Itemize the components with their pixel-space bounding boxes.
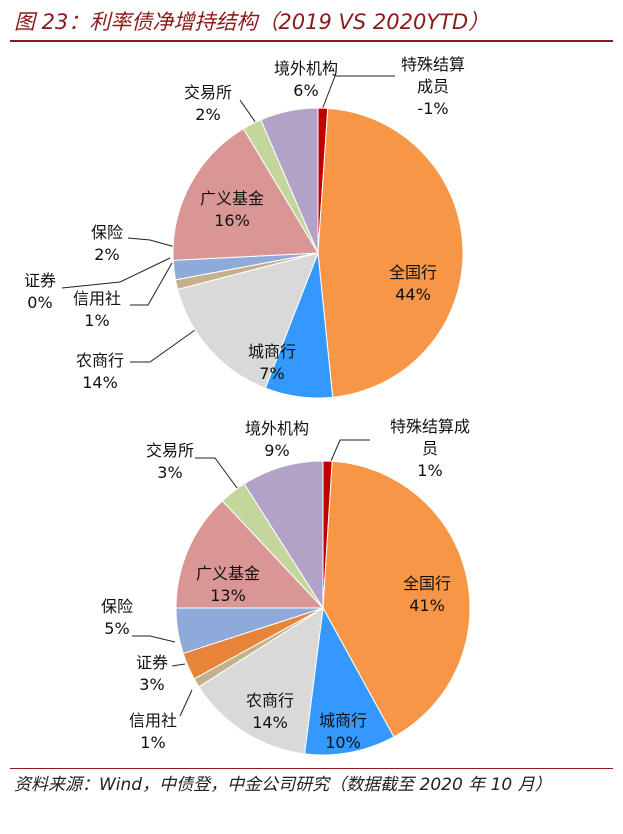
category-label: 特殊结算成员 [400,55,465,96]
leader-line [179,689,193,717]
pie-slice [322,460,471,738]
leader-line [127,237,176,248]
value-label: 1% [417,461,443,480]
category-label: 境外机构 [244,419,309,438]
category-label: 保险 [90,223,123,242]
category-label: 全国行 [402,574,451,593]
category-label: 证券 [135,653,168,672]
pie-slice [177,252,319,389]
slice-label: 信用社 1% [67,288,127,332]
category-label: 城商行 [247,342,296,361]
pie-slice [260,107,319,254]
slice-label: 交易所 2% [178,82,238,126]
category-label: 农商行 [75,351,124,370]
category-label: 特殊结算成员 [389,417,470,458]
value-label: 16% [214,211,250,230]
slice-label: 特殊结算成员 -1% [397,54,469,120]
value-label: 1% [140,733,166,752]
page-title: 图 23：利率债净增持结构（2019 VS 2020YTD） [14,10,490,34]
leader-line [239,99,259,127]
value-label: 14% [252,713,288,732]
leader-line [132,635,176,643]
value-label: 44% [395,285,431,304]
category-label: 交易所 [145,441,194,460]
category-label: 证券 [23,271,56,290]
source-note: 资料来源：Wind，中债登，中金公司研究（数据截至 2020 年 10 月） [14,775,552,795]
slice-label: 证券 3% [127,652,177,696]
slice-label: 保险 5% [92,596,142,640]
category-label: 保险 [100,597,133,616]
source-rule [10,768,613,769]
value-label: 10% [325,733,361,752]
category-label: 城商行 [318,711,367,730]
value-label: 2% [94,245,120,264]
slice-label: 全国行 44% [383,262,443,306]
slice-label: 证券 0% [15,270,65,314]
pie-slice [243,460,324,610]
pie-slice [175,500,325,609]
pie-slice [172,127,319,261]
value-label: 13% [210,586,246,605]
title-rule [10,40,613,42]
category-label: 交易所 [183,83,232,102]
value-label: 7% [259,364,285,383]
leader-line [195,457,241,493]
slice-label: 特殊结算成员 1% [387,416,473,482]
leader-line [130,329,196,363]
leader-lines [61,75,395,717]
value-label: 41% [409,596,445,615]
value-label: 3% [139,675,165,694]
slice-label: 城商行 7% [242,341,302,385]
leader-line [61,257,171,289]
slice-label: 农商行 14% [240,690,300,734]
pie-slice [317,107,464,398]
category-label: 农商行 [245,691,294,710]
leader-line [327,439,370,469]
slice-label: 城商行 10% [313,710,373,754]
category-label: 广义基金 [199,189,264,208]
value-label: 14% [82,373,118,392]
category-label: 信用社 [72,289,121,308]
slice-label: 全国行 41% [397,573,457,617]
value-label: 6% [293,81,319,100]
leader-line [130,262,173,306]
value-label: -1% [417,99,449,118]
slice-label: 交易所 3% [140,440,200,484]
value-label: 3% [157,463,183,482]
pie-slice [198,607,324,755]
slice-label: 农商行 14% [70,350,130,394]
leader-line [171,663,186,667]
category-label: 信用社 [128,711,177,730]
value-label: 1% [84,311,110,330]
slice-label: 信用社 1% [123,710,183,754]
slice-label: 保险 2% [82,222,132,266]
slice-label: 境外机构 6% [266,58,346,102]
slice-label: 境外机构 9% [237,418,317,462]
value-label: 0% [27,293,53,312]
leader-line [321,75,395,111]
category-label: 全国行 [388,263,437,282]
slice-label: 广义基金 13% [188,563,268,607]
value-label: 9% [264,441,290,460]
category-label: 境外机构 [273,59,338,78]
value-label: 5% [104,619,130,638]
pie-slice [304,606,395,756]
value-label: 2% [195,105,221,124]
category-label: 广义基金 [195,564,260,583]
slice-label: 广义基金 16% [192,188,272,232]
